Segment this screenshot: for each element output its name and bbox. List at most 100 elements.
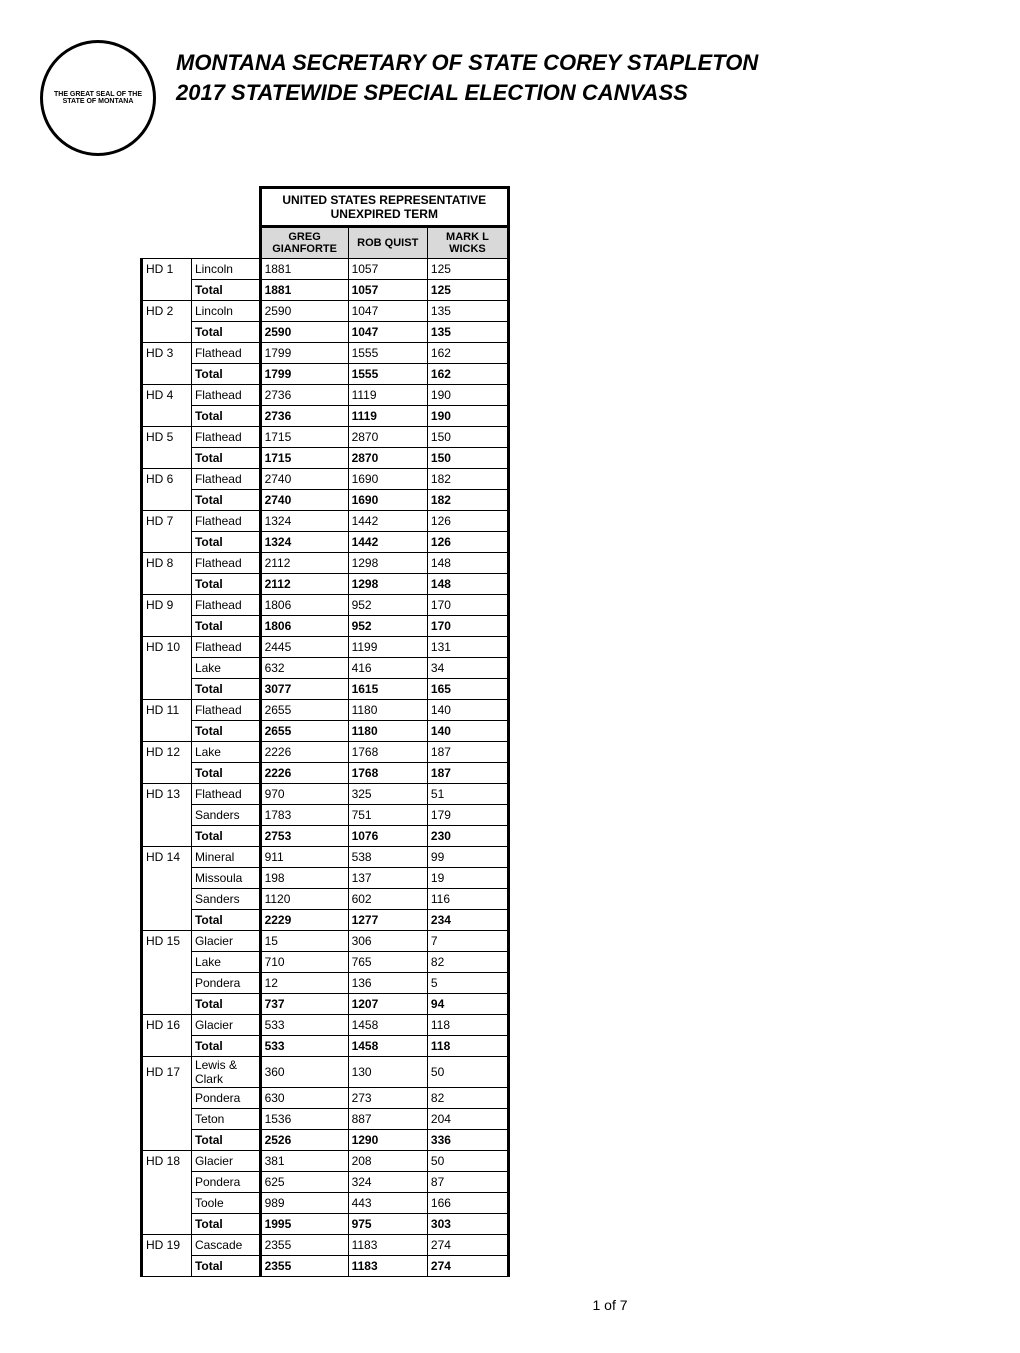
table-row: Total17152870150 <box>142 448 509 469</box>
data-cell: 1690 <box>348 469 427 490</box>
data-cell: 2736 <box>260 385 348 406</box>
table-row: HD 10Flathead24451199131 <box>142 637 509 658</box>
county-cell: Total <box>191 532 260 553</box>
data-cell: 1555 <box>348 343 427 364</box>
county-cell: Toole <box>191 1193 260 1214</box>
data-cell: 137 <box>348 868 427 889</box>
district-cell <box>142 448 192 469</box>
county-cell: Lake <box>191 658 260 679</box>
data-cell: 2740 <box>260 469 348 490</box>
data-cell: 416 <box>348 658 427 679</box>
blank-header-1 <box>142 227 192 259</box>
data-cell: 2526 <box>260 1130 348 1151</box>
candidate-header-3: MARK LWICKS <box>427 227 508 259</box>
data-cell: 1199 <box>348 637 427 658</box>
table-row: Missoula19813719 <box>142 868 509 889</box>
data-cell: 126 <box>427 532 508 553</box>
table-row: Total27361119190 <box>142 406 509 427</box>
election-table-container: UNITED STATES REPRESENTATIVE UNEXPIRED T… <box>140 186 510 1277</box>
county-cell: Glacier <box>191 931 260 952</box>
county-cell: Total <box>191 280 260 301</box>
data-cell: 1458 <box>348 1015 427 1036</box>
district-cell <box>142 868 192 889</box>
district-cell: HD 2 <box>142 301 192 322</box>
data-cell: 1180 <box>348 700 427 721</box>
data-cell: 2655 <box>260 721 348 742</box>
data-cell: 82 <box>427 1088 508 1109</box>
data-cell: 303 <box>427 1214 508 1235</box>
county-cell: Total <box>191 574 260 595</box>
data-cell: 2355 <box>260 1235 348 1256</box>
data-cell: 1057 <box>348 280 427 301</box>
district-cell: HD 14 <box>142 847 192 868</box>
data-cell: 2870 <box>348 427 427 448</box>
district-cell <box>142 490 192 511</box>
data-cell: 190 <box>427 406 508 427</box>
data-cell: 125 <box>427 259 508 280</box>
county-cell: Missoula <box>191 868 260 889</box>
data-cell: 1076 <box>348 826 427 847</box>
data-cell: 1290 <box>348 1130 427 1151</box>
data-cell: 336 <box>427 1130 508 1151</box>
candidate-header-2: ROB QUIST <box>348 227 427 259</box>
district-cell: HD 11 <box>142 700 192 721</box>
data-cell: 2112 <box>260 553 348 574</box>
data-cell: 1298 <box>348 574 427 595</box>
data-cell: 970 <box>260 784 348 805</box>
data-cell: 1768 <box>348 742 427 763</box>
data-cell: 118 <box>427 1015 508 1036</box>
table-row: HD 19Cascade23551183274 <box>142 1235 509 1256</box>
data-cell: 1442 <box>348 532 427 553</box>
state-seal-icon: THE GREAT SEAL OF THE STATE OF MONTANA <box>40 40 156 156</box>
county-cell: Flathead <box>191 553 260 574</box>
district-cell: HD 7 <box>142 511 192 532</box>
data-cell: 274 <box>427 1235 508 1256</box>
data-cell: 148 <box>427 574 508 595</box>
race-header: UNITED STATES REPRESENTATIVE UNEXPIRED T… <box>260 188 508 227</box>
district-cell <box>142 994 192 1015</box>
data-cell: 1458 <box>348 1036 427 1057</box>
table-row: Sanders1120602116 <box>142 889 509 910</box>
data-cell: 187 <box>427 742 508 763</box>
county-cell: Flathead <box>191 511 260 532</box>
county-cell: Glacier <box>191 1015 260 1036</box>
data-cell: 1715 <box>260 448 348 469</box>
county-cell: Lincoln <box>191 259 260 280</box>
table-row: Pondera121365 <box>142 973 509 994</box>
data-cell: 1783 <box>260 805 348 826</box>
data-cell: 2445 <box>260 637 348 658</box>
data-cell: 533 <box>260 1015 348 1036</box>
district-cell <box>142 679 192 700</box>
data-cell: 443 <box>348 1193 427 1214</box>
data-cell: 887 <box>348 1109 427 1130</box>
district-cell <box>142 952 192 973</box>
district-cell <box>142 406 192 427</box>
data-cell: 204 <box>427 1109 508 1130</box>
table-row: HD 11Flathead26551180140 <box>142 700 509 721</box>
table-row: HD 3Flathead17991555162 <box>142 343 509 364</box>
data-cell: 1806 <box>260 595 348 616</box>
district-cell <box>142 280 192 301</box>
table-row: Total25261290336 <box>142 1130 509 1151</box>
data-cell: 533 <box>260 1036 348 1057</box>
county-cell: Total <box>191 1130 260 1151</box>
data-cell: 324 <box>348 1172 427 1193</box>
county-cell: Teton <box>191 1109 260 1130</box>
data-cell: 1555 <box>348 364 427 385</box>
district-cell: HD 3 <box>142 343 192 364</box>
data-cell: 7 <box>427 931 508 952</box>
data-cell: 2112 <box>260 574 348 595</box>
table-row: HD 17Lewis & Clark36013050 <box>142 1057 509 1088</box>
table-row: Total23551183274 <box>142 1256 509 1277</box>
data-cell: 2736 <box>260 406 348 427</box>
data-cell: 751 <box>348 805 427 826</box>
data-cell: 135 <box>427 301 508 322</box>
district-cell <box>142 1172 192 1193</box>
district-cell: HD 17 <box>142 1057 192 1088</box>
county-cell: Glacier <box>191 1151 260 1172</box>
data-cell: 1442 <box>348 511 427 532</box>
data-cell: 1047 <box>348 301 427 322</box>
data-cell: 118 <box>427 1036 508 1057</box>
county-cell: Flathead <box>191 427 260 448</box>
data-cell: 5 <box>427 973 508 994</box>
